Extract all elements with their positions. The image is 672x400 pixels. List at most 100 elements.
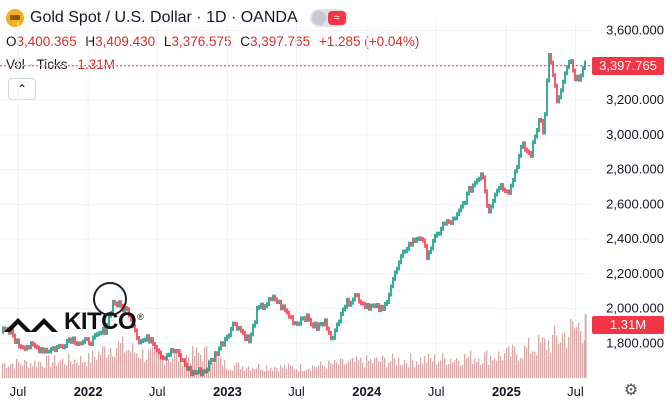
volume-bar [20,364,22,378]
volume-bar [168,359,170,378]
volume-bar [104,346,106,378]
volume-bar [574,328,576,378]
title-row: Gold Spot / U.S. Dollar · 1D · OANDA ≈ [6,6,580,30]
volume-bar [158,351,160,378]
x-tick-label: Jul [10,384,27,399]
chart-type-toggle[interactable]: ≈ [309,9,348,27]
volume-bar [248,366,250,378]
volume-bar [228,370,230,378]
volume-bar [68,353,70,378]
symbol-title[interactable]: Gold Spot / U.S. Dollar · 1D · OANDA [30,9,298,26]
volume-bar [56,365,58,378]
volume-bar [264,371,266,378]
volume-bar [350,359,352,378]
volume-bar [570,319,572,378]
volume-bar [30,362,32,378]
volume-bar [270,367,272,378]
volume-bar [38,361,40,378]
open-label: O [6,34,17,49]
volume-bar [66,365,68,378]
volume-bar [128,349,130,378]
volume-bar [314,366,316,378]
time-axis[interactable]: Jul 2022 Jul 2023 Jul 2024 Jul 2025 Jul [10,384,584,399]
volume-bar [526,347,528,378]
volume-bar [88,352,90,378]
volume-bar [114,357,116,378]
volume-bar [462,365,464,378]
volume-bar [286,368,288,378]
volume-bar [404,359,406,378]
volume-bar [572,321,574,378]
y-tick-label: 2,600.000 [606,196,664,211]
volume-bar [356,356,358,378]
volume-bar [74,359,76,378]
volume-bar [96,359,98,378]
volume-bar [198,352,200,378]
volume-bar [450,358,452,378]
volume-bar [282,367,284,378]
high-value: 3,409.430 [95,34,156,49]
volume-bar [540,342,542,378]
volume-bar [340,358,342,378]
volume-bar [466,358,468,378]
volume-bar [42,366,44,378]
volume-bar [14,368,16,378]
volume-bar [546,349,548,378]
volume-bar [428,353,430,378]
volume-bar [310,370,312,378]
volume-label: Vol · Ticks [6,57,68,72]
collapse-legend-button[interactable]: ⌃ [8,78,36,100]
volume-bar [132,343,134,378]
volume-bar [140,358,142,378]
volume-bar [434,354,436,378]
volume-bar [552,334,554,378]
volume-bar [22,365,24,378]
low-value: 3,376.575 [171,34,232,49]
volume-bar [156,349,158,378]
volume-bar [432,361,434,378]
volume-bar [116,348,118,378]
volume-bar [112,356,114,378]
volume-bar [464,353,466,378]
volume-bar [512,344,514,378]
volume-bar [242,366,244,378]
volume-bar [342,359,344,378]
volume-bar [518,360,520,378]
volume-bar [582,343,584,378]
volume-bar [346,363,348,378]
volume-bar [182,365,184,378]
volume-bar [382,355,384,378]
y-tick-label: 3,000.000 [606,127,664,142]
volume-bar [92,350,94,378]
volume-bar [376,357,378,378]
volume-bar [538,334,540,378]
settings-gear-icon[interactable]: ⚙ [623,382,639,399]
volume-bar [312,365,314,378]
volume-bar [166,359,168,378]
volume-bar [348,360,350,378]
volume-bar [32,366,34,378]
volume-bar [216,356,218,378]
x-tick-label: Jul [567,384,584,399]
volume-bar [558,343,560,378]
volume-bar [138,357,140,378]
volume-bar [410,353,412,378]
volume-bar [172,358,174,378]
volume-bar [72,364,74,378]
volume-bar [514,346,516,378]
x-tick-label: 2022 [74,384,103,399]
volume-bar [90,362,92,378]
volume-bar [418,364,420,378]
volume-bar [524,344,526,378]
last-price-tag: 3,397.765 [592,56,664,75]
volume-bar [98,351,100,378]
volume-bar [548,340,550,378]
y-tick-label: 1,800.000 [606,335,664,350]
volume-bar [566,347,568,378]
volume-bar [470,350,472,378]
registered-mark: ® [137,312,144,322]
y-tick-label: 2,200.000 [606,266,664,281]
volume-bar [80,355,82,378]
volume-row: Vol · Ticks 1.31M [6,57,580,72]
